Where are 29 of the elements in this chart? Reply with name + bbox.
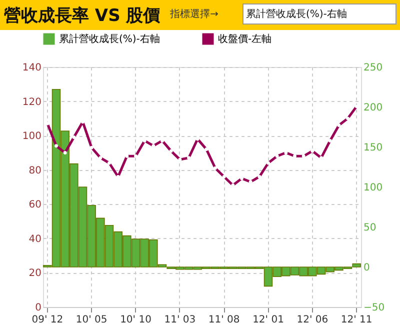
x-tick-label: 12' 06 [296,314,328,326]
y-tick-label: 20 [28,268,42,280]
y2-tick-label: 0 [364,262,370,274]
x-tick-label: 12' 01 [252,314,284,326]
y2-tick-label: 250 [364,62,383,74]
legend-label: 累計營收成長(%)-右軸 [59,33,160,45]
y-tick-label: 40 [28,234,42,245]
y-tick-label: 80 [28,165,42,176]
legend-label: 收盤價-左軸 [218,33,272,45]
x-tick-label: 11' 03 [164,314,196,326]
y2-tick-label: 200 [364,102,383,114]
line-series [46,104,358,188]
y-tick-label: 120 [22,96,42,108]
x-tick-label: 12' 11 [340,314,372,326]
text: 指標選擇→ [169,8,218,20]
text: 累計營收成長(%)-右軸 [246,8,347,20]
x-tick-label: 09' 12 [32,314,64,326]
y-tick-label: 60 [28,200,42,211]
y-tick-label: 100 [22,131,42,142]
y-tick-label: 0 [35,302,42,314]
chart-title: 營收成長率 VS 股價 [4,6,162,26]
y2-tick-label: −50 [364,302,385,314]
x-tick-label: 11' 08 [208,314,240,326]
y-tick-label: 140 [22,62,42,74]
x-tick-label: 10' 05 [76,314,108,326]
y2-tick-label: 100 [364,182,383,194]
x-tick-label: 10' 10 [120,314,152,326]
y2-tick-label: 50 [364,222,376,234]
y2-tick-label: 150 [364,142,383,154]
